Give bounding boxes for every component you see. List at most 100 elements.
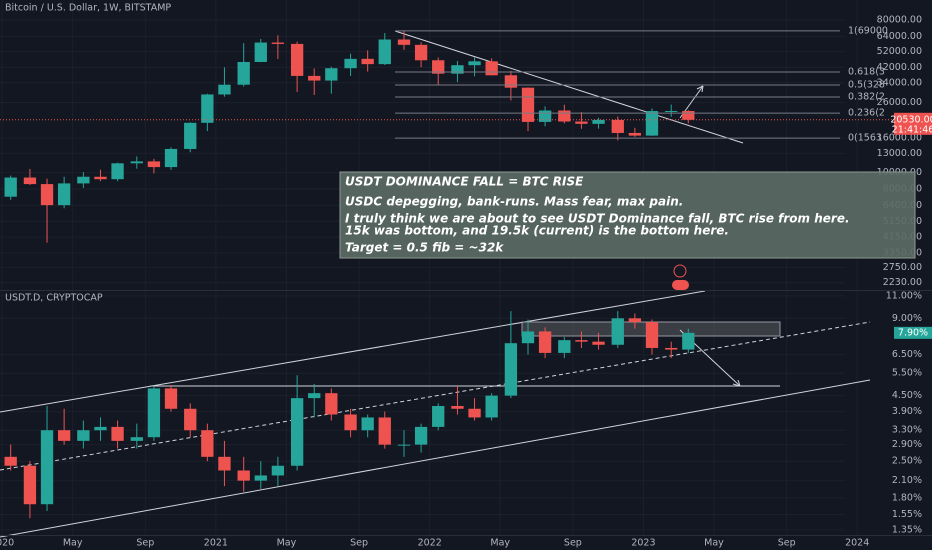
annotation-line: Target = 0.5 fib = ~32k: [345, 241, 504, 255]
candle-body: [628, 132, 642, 136]
x-tick-label: 2022: [418, 538, 442, 549]
candle-body: [57, 183, 71, 206]
annotation-line: USDT DOMINANCE FALL = BTC RISE: [345, 175, 584, 189]
candle-body: [325, 68, 338, 81]
candle-body: [111, 426, 124, 441]
event-icon[interactable]: [672, 280, 689, 290]
y-tick-label: 64000.00: [877, 31, 922, 42]
y-tick-label: 52000.00: [877, 46, 922, 57]
last-price-box: [894, 326, 932, 339]
candle-body: [164, 388, 178, 409]
candle-body: [237, 470, 250, 481]
marks-layer: 80000.00 64000.00 52000.00 42000.00 34000.00…: [0, 14, 932, 549]
candle-body: [40, 184, 54, 206]
candle-body: [504, 75, 518, 88]
annotation: USDT DOMINANCE FALL = BTC RISE USDC depe…: [339, 171, 916, 259]
y-tick-label: 2230.00: [883, 277, 922, 288]
candle-body: [130, 437, 143, 441]
y-tick-label: 1.80%: [892, 492, 922, 503]
candle-body: [432, 406, 445, 427]
annotation-line: USDC depegging, bank-runs. Mass fear, ma…: [345, 195, 683, 209]
candle-body: [611, 119, 624, 133]
candle-body: [325, 393, 338, 415]
candle-body: [575, 340, 588, 342]
candle-body: [308, 393, 321, 399]
y-tick-label: 16000.00: [877, 133, 922, 144]
candle-body: [308, 75, 321, 81]
candle-body: [611, 318, 624, 345]
x-tick-label: 2020: [0, 538, 14, 549]
candle-body: [4, 177, 17, 197]
candle-body: [201, 94, 214, 123]
y-tick-label: 3.90%: [892, 406, 922, 417]
candle-body: [147, 161, 161, 168]
arrow-head: [696, 85, 704, 93]
candle-body: [164, 148, 178, 168]
candle-body: [290, 398, 304, 466]
annotation-line: I truly think we are about to see USDT D…: [345, 212, 850, 226]
event-icon[interactable]: [673, 264, 687, 278]
candle-body: [432, 60, 445, 74]
chart-title: Bitcoin / U.S. Dollar, 1W, BITSTAMP: [5, 3, 171, 14]
candle-body: [94, 426, 107, 431]
annotation-line: 15k was bottom, and 19.5k (current) is t…: [345, 224, 729, 238]
fib-label: 0.236(2: [848, 108, 885, 119]
candle-body: [592, 119, 605, 124]
x-tick-label: Sep: [564, 538, 582, 549]
last-price-label: 20530.00: [890, 114, 932, 125]
y-tick-label: 9.00%: [892, 313, 922, 324]
candle-body: [558, 340, 571, 353]
candle-body: [414, 426, 428, 445]
x-tick-label: Sep: [136, 538, 154, 549]
y-tick-label: 42000.00: [877, 62, 922, 73]
candle-body: [378, 417, 391, 445]
candle-body: [538, 110, 552, 122]
y-tick-label: 11.00%: [886, 290, 922, 301]
candle-body: [414, 44, 428, 61]
y-tick-label: 2.50%: [892, 456, 922, 467]
candle-body: [682, 110, 695, 120]
x-tick-label: May: [704, 538, 724, 549]
candle-body: [468, 61, 481, 66]
candle-body: [290, 43, 304, 76]
last-price-box: [894, 112, 932, 135]
x-tick-label: 2024: [845, 538, 869, 549]
candle-body: [665, 347, 678, 350]
candle-body: [344, 414, 357, 431]
candle-body: [468, 408, 481, 418]
candle-body: [23, 177, 37, 185]
y-tick-label: 1.35%: [892, 524, 922, 535]
fib-label: 0.5(328: [848, 79, 885, 90]
candle-body: [218, 456, 231, 471]
y-tick-label: 4.50%: [892, 390, 922, 401]
x-tick-label: Sep: [350, 538, 368, 549]
y-tick-label: 34000.00: [877, 77, 922, 88]
candle-body: [184, 122, 197, 149]
candle-body: [538, 331, 552, 353]
countdown-label: 21:41:46: [892, 124, 932, 135]
candle-body: [558, 110, 571, 122]
channel-lower: [0, 379, 871, 538]
y-tick-label: 26000.00: [877, 97, 922, 108]
candle-body: [344, 58, 357, 69]
candle-body: [628, 318, 642, 323]
candle-body: [94, 176, 107, 180]
x-tick-label: 2023: [631, 538, 655, 549]
y-tick-label: 3.30%: [892, 425, 922, 436]
chart-title: USDT.D, CRYPTOCAP: [5, 293, 103, 304]
y-tick-label: 2.10%: [892, 475, 922, 486]
x-tick-label: May: [63, 538, 83, 549]
candle-body: [77, 176, 90, 184]
fib-label: 0(1563: [848, 133, 882, 144]
candle-body: [361, 58, 374, 65]
candle-body: [504, 343, 518, 396]
candle-body: [682, 332, 695, 350]
y-tick-label: 13000.00: [877, 148, 922, 159]
trend-line: [394, 30, 744, 144]
candle-body: [397, 444, 411, 446]
candle-body: [485, 61, 498, 76]
y-tick-label: 2750.00: [883, 262, 922, 273]
candle-body: [23, 465, 37, 505]
candle-body: [521, 331, 535, 344]
